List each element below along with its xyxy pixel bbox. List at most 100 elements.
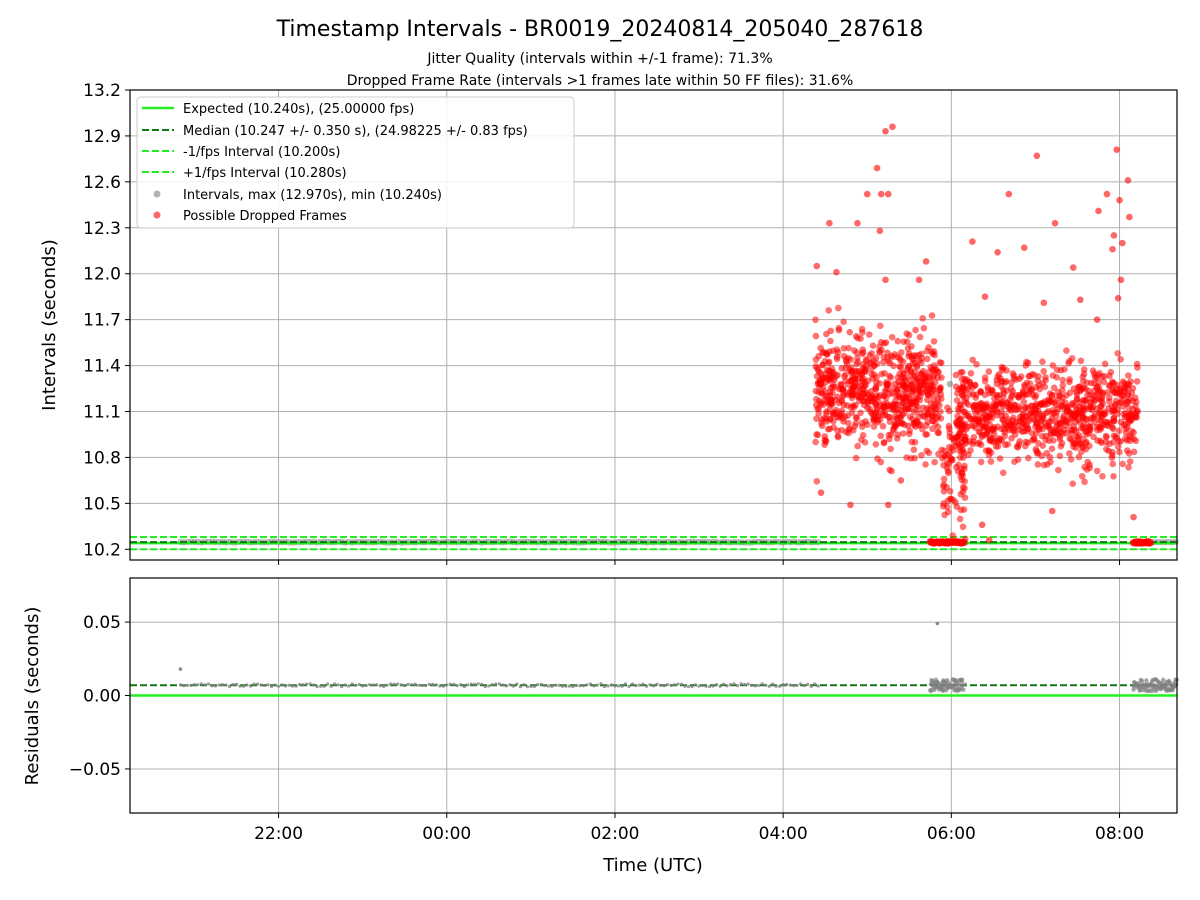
- dropped-frame-point: [989, 387, 996, 394]
- dropped-frame-point: [1043, 449, 1051, 457]
- residual-point: [620, 684, 624, 688]
- dropped-frame-point: [822, 437, 830, 445]
- dropped-frame-point: [818, 419, 825, 427]
- residual-point: [227, 684, 232, 689]
- residual-point: [560, 684, 564, 688]
- intervals-y-axis: 10.2 10.5 10.8 11.1 11.4 11.7 12.0 12.3 12.6 12.9…: [83, 81, 130, 560]
- residual-point: [262, 683, 267, 688]
- residual-point: [648, 683, 652, 687]
- dropped-frame-point: [1047, 417, 1055, 425]
- dropped-frame-point: [1008, 407, 1015, 414]
- dropped-frame-point: [812, 438, 819, 446]
- dropped-frame-point: [1114, 350, 1122, 357]
- dropped-frame-point: [959, 488, 967, 496]
- dropped-frame-point: [1042, 374, 1049, 381]
- dropped-frame-point: [1011, 458, 1018, 466]
- dropped-frame-point: [1051, 399, 1059, 406]
- dropped-frame-point: [1019, 411, 1026, 419]
- dropped-frame-point: [985, 536, 993, 544]
- dropped-frame-point: [868, 370, 876, 378]
- dropped-frame-point: [919, 315, 927, 322]
- dropped-frame-point: [1082, 396, 1090, 404]
- legend-intervals-label: Intervals, max (12.970s), min (10.240s): [183, 188, 442, 203]
- dropped-frame-point: [838, 426, 846, 434]
- residual-point: [669, 683, 673, 688]
- dropped-frame-point: [912, 398, 920, 406]
- residual-point: [665, 683, 670, 687]
- dropped-frame-point: [891, 398, 899, 405]
- intervals-y-axis-label: Intervals (seconds): [39, 239, 60, 411]
- dropped-frame-point: [1123, 437, 1131, 444]
- legend-box: [136, 96, 575, 229]
- dropped-frame-point: [920, 381, 928, 389]
- dropped-frame-point: [959, 483, 967, 491]
- dropped-frame-point: [1124, 423, 1131, 431]
- dropped-frame-point: [1076, 399, 1084, 406]
- dropped-frame-point: [857, 335, 864, 342]
- residual-point: [189, 683, 193, 687]
- dropped-frame-point: [1050, 384, 1058, 392]
- residual-point: [757, 683, 761, 688]
- x-tick-label: 22:00: [254, 824, 303, 844]
- residual-point: [431, 682, 435, 686]
- dropped-frame-point: [856, 388, 863, 396]
- dropped-frame-point: [949, 532, 957, 539]
- dropped-frame-point: [842, 371, 849, 379]
- dropped-frame-point: [855, 394, 863, 402]
- dropped-frame-point: [989, 438, 997, 446]
- dropped-frame-point: [1049, 372, 1057, 379]
- dropped-frame-point: [1112, 397, 1120, 405]
- residual-point: [375, 683, 379, 687]
- dropped-frame-point: [922, 422, 930, 429]
- dropped-frame-point: [944, 508, 952, 516]
- dropped-frame-point: [953, 397, 961, 404]
- dropped-frame-point: [1074, 434, 1082, 441]
- dropped-frame-point: [813, 415, 820, 423]
- dropped-frame-point: [913, 363, 921, 371]
- residual-point: [234, 682, 239, 686]
- residual-point: [543, 684, 547, 688]
- dropped-frame-point: [823, 410, 830, 417]
- dropped-frame-point: [904, 345, 912, 352]
- dropped-frame-point: [1126, 458, 1134, 465]
- dropped-frame-point: [876, 416, 884, 424]
- residual-point: [718, 684, 722, 688]
- residual-point: [536, 682, 540, 687]
- dropped-frame-point: [1059, 376, 1066, 384]
- dropped-frame-point: [854, 354, 861, 362]
- residual-point: [571, 685, 575, 689]
- dropped-frame-point: [945, 469, 952, 477]
- dropped-frame-point: [1024, 359, 1032, 367]
- dropped-frame-point: [902, 404, 909, 411]
- legend-dropped-label: Possible Dropped Frames: [183, 209, 347, 224]
- residual-point: [340, 684, 344, 689]
- dropped-frame-point: [1067, 455, 1075, 463]
- residual-point: [637, 683, 642, 687]
- dropped-frame-point: [953, 503, 961, 511]
- dropped-frame-point: [1000, 364, 1007, 372]
- residual-point: [283, 684, 288, 688]
- dropped-frame-point: [1059, 394, 1066, 401]
- dropped-frame-point: [959, 384, 967, 392]
- residual-point: [732, 682, 736, 686]
- dropped-frame-point: [1046, 390, 1054, 397]
- dropped-frame-point: [1117, 355, 1124, 363]
- dropped-frame-point: [825, 307, 833, 314]
- residual-point: [399, 683, 403, 687]
- dropped-frame-point: [941, 453, 948, 460]
- residuals-x-axis: 22:00 00:00 02:00 04:00 06:00 08:00: [254, 813, 1144, 844]
- residual-point: [199, 682, 204, 686]
- dropped-frame-point: [980, 422, 988, 429]
- residual-point: [368, 683, 372, 687]
- dropped-frame-point: [890, 406, 897, 414]
- dropped-frame-point: [948, 434, 956, 442]
- residual-point: [448, 682, 452, 686]
- dropped-frame-point: [1108, 454, 1116, 461]
- dropped-frame-point: [1048, 445, 1056, 453]
- dropped-frame-point: [995, 437, 1003, 445]
- residual-point: [266, 683, 270, 687]
- dropped-frame-point: [979, 401, 986, 409]
- dropped-frame-point: [1128, 389, 1136, 397]
- dropped-frame-point: [1115, 427, 1123, 435]
- dropped-frame-point: [946, 449, 953, 457]
